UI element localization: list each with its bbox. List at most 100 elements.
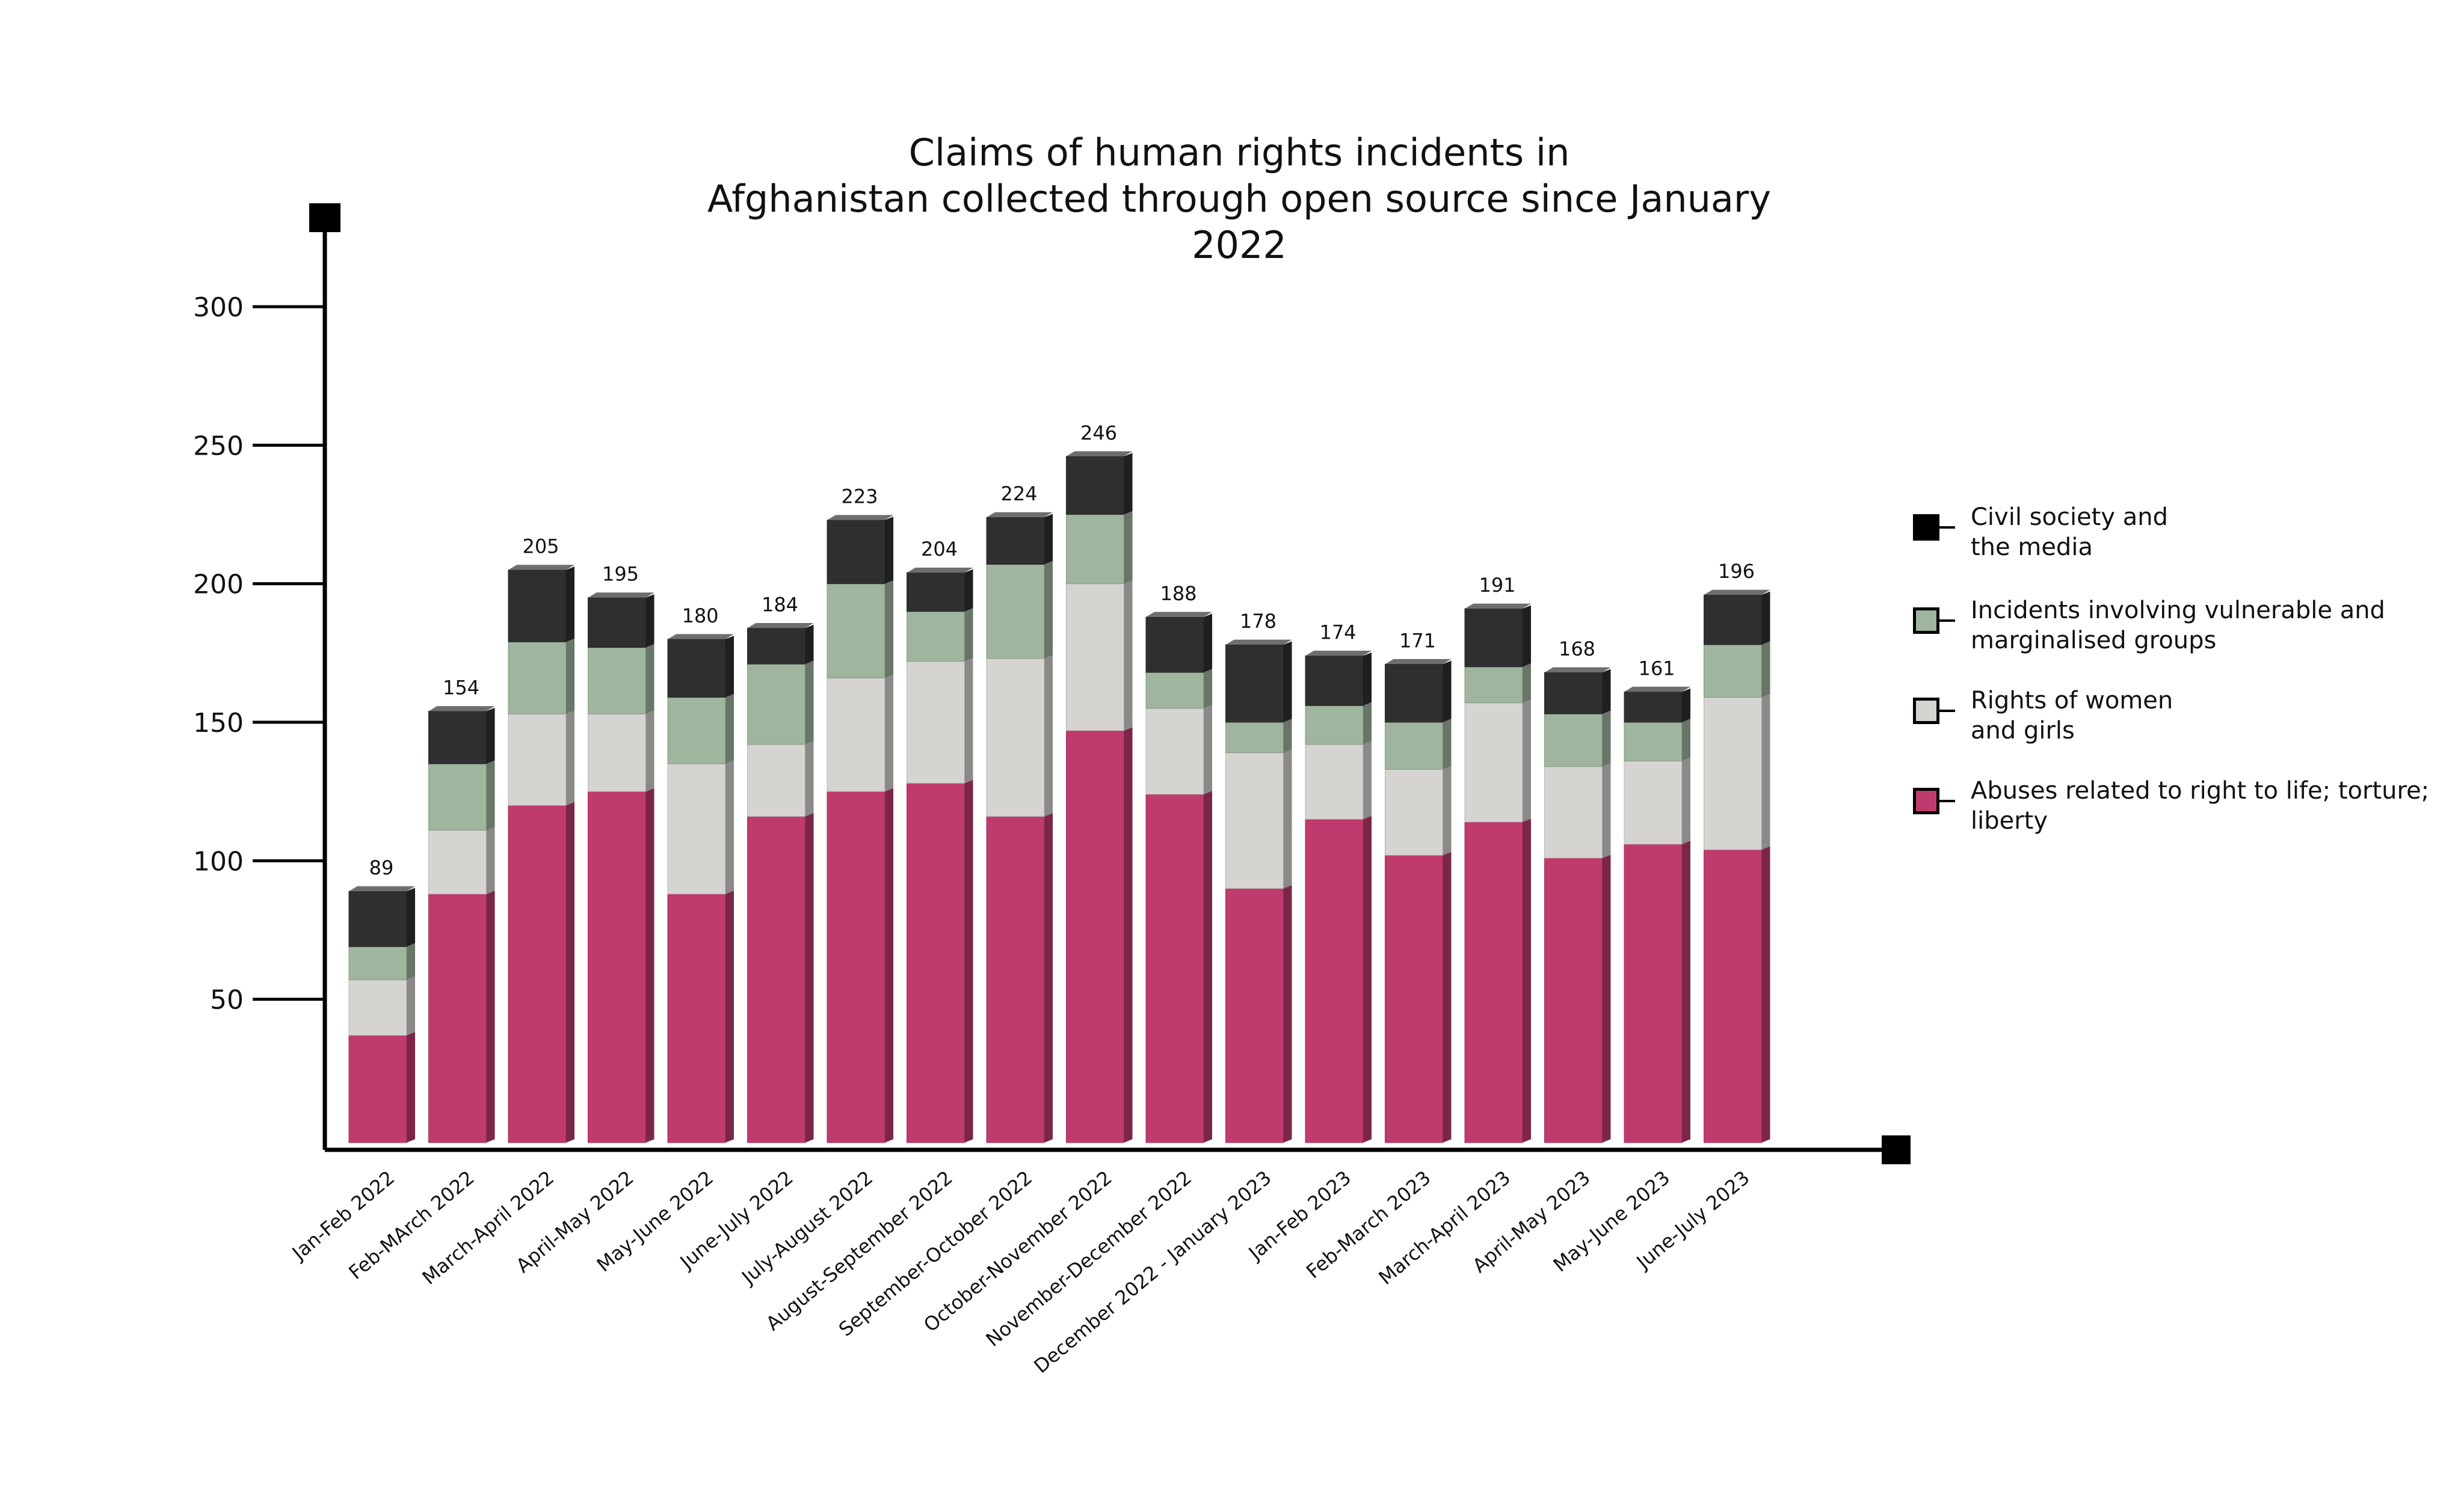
bar-segment-civil xyxy=(508,570,567,642)
bar-segment-side xyxy=(964,569,973,612)
bar-segment-civil xyxy=(588,597,646,648)
bar-total-label: 180 xyxy=(682,604,718,627)
bar-segment-side xyxy=(725,636,734,698)
bar-segment-side xyxy=(1761,846,1770,1143)
bar-segment-side xyxy=(1443,660,1452,722)
bar-segment-women xyxy=(1704,697,1762,850)
bar-segment-abuses xyxy=(1624,844,1683,1143)
bar-segment-side xyxy=(1443,719,1452,770)
bar-segment-side xyxy=(1363,741,1372,820)
bar-segment-side xyxy=(645,594,654,648)
legend-connector xyxy=(1939,619,1955,622)
bar-segment-side xyxy=(1761,641,1770,698)
legend-swatch xyxy=(1913,607,1939,634)
stacked-bar xyxy=(348,886,415,1143)
y-tick-label: 250 xyxy=(193,431,244,461)
bar-segment-vulnerable xyxy=(1385,722,1443,770)
legend-swatch xyxy=(1913,788,1939,814)
bar-top-cap xyxy=(1704,589,1770,595)
bar-segment-side xyxy=(1044,560,1053,659)
bar-total-label: 188 xyxy=(1160,582,1197,605)
bar-segment-side xyxy=(645,788,654,1143)
bar-top-cap xyxy=(1544,667,1611,673)
axes xyxy=(309,203,1911,1164)
bar-segment-vulnerable xyxy=(1305,705,1364,745)
bar-segment-civil xyxy=(1145,616,1204,673)
bar-total-label: 204 xyxy=(921,538,958,560)
bar-top-cap xyxy=(827,515,893,520)
bar-segment-abuses xyxy=(588,791,646,1143)
bar-segment-side xyxy=(805,660,814,745)
bar-segment-women xyxy=(588,713,646,792)
bar-segment-civil xyxy=(667,639,726,698)
legend-connector xyxy=(1939,526,1955,529)
bar-segment-civil xyxy=(428,711,487,764)
bar-segment-civil xyxy=(1544,672,1603,714)
bar-segment-side xyxy=(1682,719,1690,761)
bar-segment-side xyxy=(407,976,415,1036)
bar-segment-side xyxy=(1124,727,1133,1143)
stacked-bar xyxy=(986,512,1053,1143)
bar-total-label: 161 xyxy=(1638,657,1675,680)
bar-segment-vulnerable xyxy=(1464,666,1523,704)
bar-top-cap xyxy=(1146,612,1212,617)
bar-segment-vulnerable xyxy=(1145,672,1204,709)
bar-segment-side xyxy=(885,788,893,1143)
bar-segment-side xyxy=(1204,705,1212,794)
bar-segment-women xyxy=(1624,760,1683,845)
bar-segment-women xyxy=(1544,766,1603,859)
y-tick-label: 150 xyxy=(193,708,244,738)
bar-segment-women xyxy=(1385,769,1443,856)
bar-segment-vulnerable xyxy=(747,663,805,745)
bar-total-label: 196 xyxy=(1718,560,1755,583)
bar-segment-women xyxy=(907,661,965,784)
bar-segment-side xyxy=(1363,652,1372,706)
stacked-bar xyxy=(1544,667,1611,1143)
chart-title-line: 2022 xyxy=(1192,223,1287,267)
legend-label: Rights of women and girls xyxy=(1971,687,2173,745)
bar-top-cap xyxy=(349,886,415,892)
bar-segment-side xyxy=(1283,641,1292,722)
y-axis-ticks: 50 100 150 200 250 300 xyxy=(193,292,325,1016)
bar-segment-side xyxy=(1204,791,1212,1143)
bar-total-label: 174 xyxy=(1319,621,1356,643)
bar-top-cap xyxy=(747,622,814,628)
bar-segment-side xyxy=(486,827,495,894)
bar-total-label: 89 xyxy=(369,856,394,879)
bar-top-cap xyxy=(1624,686,1690,692)
bar-segment-civil xyxy=(1225,644,1284,723)
bar-segment-abuses xyxy=(907,782,965,1143)
stacked-bar xyxy=(1704,589,1770,1143)
legend-connector xyxy=(1939,710,1955,712)
bar-segment-vulnerable xyxy=(1225,722,1284,754)
bar-segment-women xyxy=(348,979,407,1036)
bar-segment-side xyxy=(1283,719,1292,753)
bar-segment-side xyxy=(1602,855,1611,1143)
stacked-bar xyxy=(1464,603,1531,1143)
bar-total-label: 195 xyxy=(602,563,639,586)
bar-segment-abuses xyxy=(1464,821,1523,1143)
stacked-bar xyxy=(1145,612,1212,1143)
bar-segment-side xyxy=(1523,699,1531,822)
bar-segment-side xyxy=(566,710,574,806)
bar-segment-side xyxy=(486,891,495,1143)
bar-segment-side xyxy=(1283,749,1292,889)
bar-segment-abuses xyxy=(1145,794,1204,1143)
bar-segment-side xyxy=(1523,818,1531,1143)
bar-segment-civil xyxy=(1624,691,1683,723)
bar-segment-side xyxy=(645,644,654,714)
bar-total-label: 154 xyxy=(443,677,479,699)
bar-segment-side xyxy=(964,658,973,784)
legend-swatch xyxy=(1913,514,1939,541)
bar-total-label: 224 xyxy=(1000,482,1037,505)
bar-segment-side xyxy=(805,741,814,817)
chart-title-line: Afghanistan collected through open sourc… xyxy=(707,177,1772,221)
y-tick-label: 300 xyxy=(193,292,244,323)
bar-segment-side xyxy=(1204,669,1212,708)
bar-top-cap xyxy=(508,565,574,570)
bar-segment-side xyxy=(407,1031,415,1143)
stacked-bar xyxy=(1066,451,1133,1143)
bar-segment-side xyxy=(1761,591,1770,645)
bar-segment-side xyxy=(885,674,893,792)
